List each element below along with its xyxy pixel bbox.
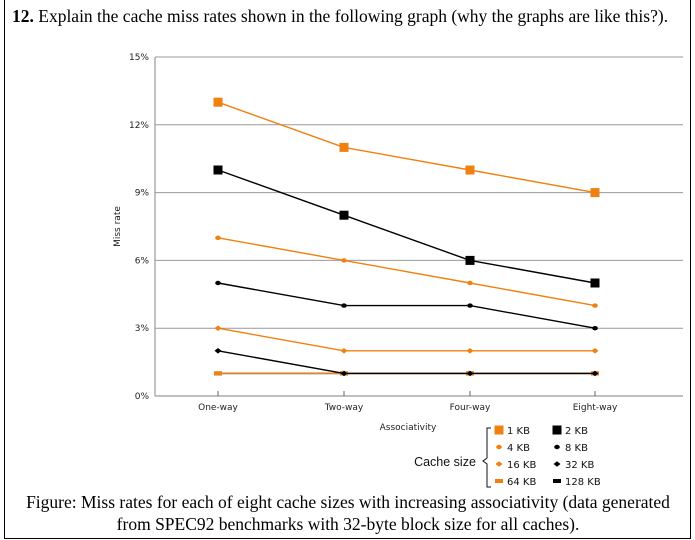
legend-label: 1 KB	[507, 426, 530, 437]
legend-label: 64 KB	[507, 477, 536, 488]
legend-label: 16 KB	[507, 460, 536, 471]
data-point	[214, 348, 222, 354]
y-tick-label: 15%	[129, 53, 149, 63]
legend-marker	[553, 461, 561, 467]
x-tick-label: Four-way	[450, 403, 491, 413]
legend-marker	[496, 444, 502, 450]
series-line-2kb	[217, 169, 596, 284]
legend-marker	[495, 461, 503, 467]
y-axis-label: Miss rate	[113, 206, 123, 247]
data-point	[340, 370, 348, 377]
data-point	[592, 303, 598, 308]
series-line-16kb	[217, 327, 595, 352]
y-tick-label: 12%	[129, 121, 149, 131]
data-point	[214, 325, 222, 331]
data-point	[592, 326, 598, 331]
legend-title: Cache size	[414, 455, 476, 469]
x-tick-label: Eight-way	[573, 403, 618, 413]
question-body: Explain the cache miss rates shown in th…	[33, 6, 669, 26]
data-point	[339, 210, 349, 220]
legend-label: 8 KB	[565, 443, 588, 454]
data-point	[214, 371, 222, 376]
data-point	[215, 280, 221, 286]
data-point	[341, 303, 347, 308]
legend-marker	[554, 444, 560, 450]
data-point	[340, 348, 348, 354]
legend-label: 32 KB	[565, 460, 594, 471]
legend-label: 4 KB	[507, 443, 530, 454]
data-point	[590, 278, 600, 288]
y-tick-label: 9%	[135, 189, 150, 199]
data-point	[213, 165, 223, 175]
x-axis-label: Associativity	[380, 423, 437, 433]
data-point	[590, 188, 600, 198]
legend-label: 2 KB	[565, 426, 588, 437]
legend-marker	[552, 425, 562, 435]
data-point	[465, 255, 475, 265]
x-tick-label: Two-way	[324, 403, 364, 413]
series-line-1kb	[217, 101, 596, 194]
legend-marker	[494, 425, 504, 435]
data-point	[339, 142, 349, 152]
legend-bracket	[482, 427, 491, 488]
data-point	[341, 258, 347, 263]
data-point	[466, 348, 474, 354]
y-tick-label: 3%	[135, 324, 150, 334]
data-point	[591, 370, 599, 377]
question-text: 12. Explain the cache miss rates shown i…	[12, 6, 684, 27]
series-line-4kb	[217, 237, 596, 307]
x-tick-label: One-way	[198, 403, 238, 413]
data-point	[466, 370, 474, 377]
data-point	[465, 165, 475, 175]
legend-marker	[553, 479, 561, 483]
figure-caption: Figure: Miss rates for each of eight cac…	[26, 492, 670, 534]
series-line-8kb	[217, 282, 596, 329]
data-point	[467, 280, 473, 286]
y-tick-label: 0%	[135, 392, 150, 402]
data-point	[467, 303, 473, 308]
question-number: 12.	[12, 6, 34, 26]
legend-label: 128 KB	[565, 477, 601, 488]
series-line-32kb	[217, 350, 595, 375]
y-tick-label: 6%	[135, 256, 150, 266]
data-point	[213, 97, 223, 107]
question-frame	[4, 0, 691, 539]
legend-marker	[495, 479, 503, 483]
data-point	[215, 235, 221, 240]
data-point	[591, 348, 599, 354]
